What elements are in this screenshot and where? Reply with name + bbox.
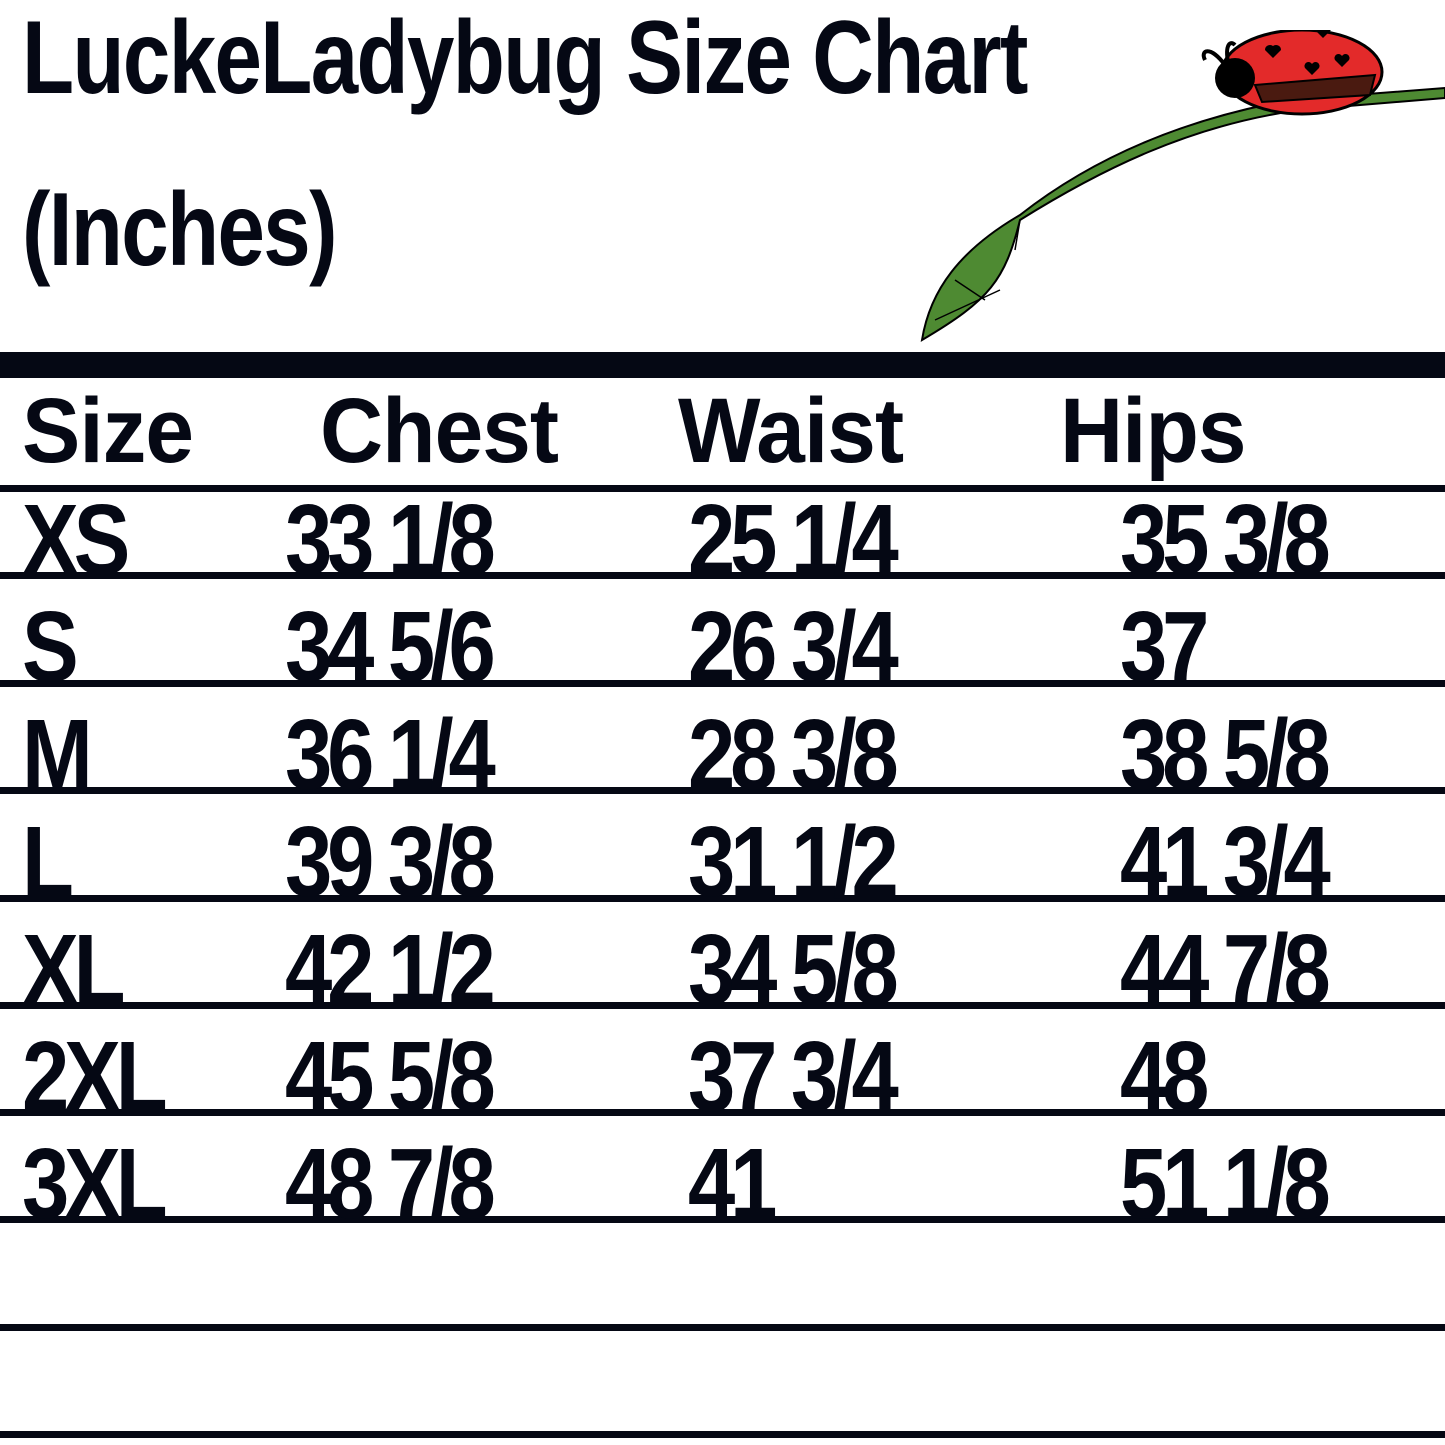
- cell-hips: 37: [1120, 591, 1209, 703]
- row-divider: [0, 572, 1445, 579]
- cell-chest: 36 1/4: [285, 699, 496, 811]
- row-divider: [0, 1109, 1445, 1116]
- row-divider: [0, 485, 1445, 492]
- cell-hips: 51 1/8: [1120, 1128, 1331, 1240]
- cell-hips: 41 3/4: [1120, 806, 1331, 918]
- cell-waist: 31 1/2: [688, 806, 899, 918]
- cell-waist: 34 5/8: [688, 914, 899, 1026]
- ladybug-icon: [1201, 30, 1384, 116]
- chart-subtitle-units: (Inches): [22, 172, 337, 288]
- row-divider: [0, 1324, 1445, 1331]
- cell-size: M: [22, 699, 93, 811]
- ladybug-on-leaf-illustration: [920, 30, 1445, 342]
- cell-size: S: [22, 591, 79, 703]
- header-waist: Waist: [678, 380, 904, 482]
- cell-waist: 25 1/4: [688, 484, 899, 596]
- cell-chest: 42 1/2: [285, 914, 496, 1026]
- leaf-icon: [920, 86, 1445, 342]
- cell-size: XS: [22, 484, 130, 596]
- cell-waist: 28 3/8: [688, 699, 899, 811]
- chart-title: LuckeLadybug Size Chart: [22, 0, 1028, 116]
- cell-chest: 33 1/8: [285, 484, 496, 596]
- row-divider: [0, 680, 1445, 687]
- cell-size: 2XL: [22, 1021, 168, 1133]
- cell-waist: 41: [688, 1128, 777, 1240]
- cell-chest: 45 5/8: [285, 1021, 496, 1133]
- header-size: Size: [22, 380, 194, 482]
- cell-chest: 39 3/8: [285, 806, 496, 918]
- header-top-bar: [0, 352, 1445, 378]
- row-divider: [0, 1216, 1445, 1223]
- cell-size: 3XL: [22, 1128, 168, 1240]
- cell-hips: 44 7/8: [1120, 914, 1331, 1026]
- cell-waist: 37 3/4: [688, 1021, 899, 1133]
- cell-chest: 34 5/6: [285, 591, 496, 703]
- cell-hips: 38 5/8: [1120, 699, 1331, 811]
- cell-waist: 26 3/4: [688, 591, 899, 703]
- cell-chest: 48 7/8: [285, 1128, 496, 1240]
- row-divider: [0, 787, 1445, 794]
- row-divider: [0, 1002, 1445, 1009]
- cell-size: L: [22, 806, 74, 918]
- cell-hips: 35 3/8: [1120, 484, 1331, 596]
- header-chest: Chest: [320, 380, 559, 482]
- cell-size: XL: [22, 914, 126, 1026]
- cell-hips: 48: [1120, 1021, 1209, 1133]
- header-hips: Hips: [1060, 380, 1247, 482]
- row-divider: [0, 1431, 1445, 1438]
- row-divider: [0, 895, 1445, 902]
